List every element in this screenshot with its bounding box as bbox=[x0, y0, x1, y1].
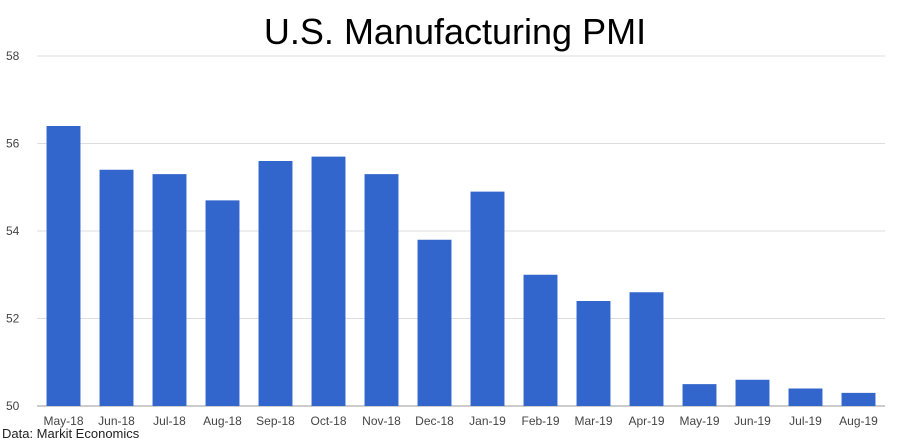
x-tick-label: Aug-19 bbox=[839, 414, 878, 428]
x-tick-label: Feb-19 bbox=[521, 414, 559, 428]
x-tick-label: Sep-18 bbox=[256, 414, 295, 428]
bar-nov-18 bbox=[364, 174, 399, 406]
bar-apr-19 bbox=[629, 292, 664, 406]
x-tick-label: Aug-18 bbox=[203, 414, 242, 428]
x-tick-label: Jul-18 bbox=[153, 414, 186, 428]
x-tick-label: Jul-19 bbox=[789, 414, 822, 428]
y-tick-label: 54 bbox=[6, 224, 20, 238]
bar-may-19 bbox=[682, 384, 717, 406]
x-tick-label: Jan-19 bbox=[469, 414, 506, 428]
bar-jul-18 bbox=[152, 174, 187, 406]
bar-dec-18 bbox=[417, 239, 452, 406]
y-tick-label: 52 bbox=[6, 312, 20, 326]
bar-oct-18 bbox=[311, 156, 346, 406]
bar-aug-19 bbox=[841, 392, 876, 406]
x-tick-label: May-18 bbox=[43, 414, 83, 428]
x-tick-label: Nov-18 bbox=[362, 414, 401, 428]
y-tick-label: 56 bbox=[6, 137, 20, 151]
y-tick-label: 50 bbox=[6, 399, 20, 413]
bar-sep-18 bbox=[258, 161, 293, 406]
bar-feb-19 bbox=[523, 274, 558, 406]
x-tick-label: Apr-19 bbox=[628, 414, 664, 428]
x-tick-label: May-19 bbox=[679, 414, 719, 428]
x-tick-label: Jun-19 bbox=[734, 414, 771, 428]
y-axis-ticks: 50 52 54 56 58 bbox=[6, 49, 20, 413]
bar-jul-19 bbox=[788, 388, 823, 406]
bars bbox=[46, 126, 876, 406]
bar-jun-18 bbox=[99, 169, 134, 406]
chart-title: U.S. Manufacturing PMI bbox=[264, 11, 646, 52]
x-tick-label: Dec-18 bbox=[415, 414, 454, 428]
bar-may-18 bbox=[46, 126, 81, 406]
bar-jan-19 bbox=[470, 191, 505, 406]
x-tick-label: Jun-18 bbox=[98, 414, 135, 428]
x-axis-ticks: May-18 Jun-18 Jul-18 Aug-18 Sep-18 Oct-18 Nov-… bbox=[43, 414, 878, 428]
x-tick-label: Mar-19 bbox=[574, 414, 612, 428]
data-source: Data: Markit Economics bbox=[2, 426, 140, 440]
y-tick-label: 58 bbox=[6, 49, 20, 63]
bar-mar-19 bbox=[576, 301, 611, 406]
x-tick-label: Oct-18 bbox=[310, 414, 346, 428]
bar-jun-19 bbox=[735, 379, 770, 406]
bar-aug-18 bbox=[205, 200, 240, 406]
